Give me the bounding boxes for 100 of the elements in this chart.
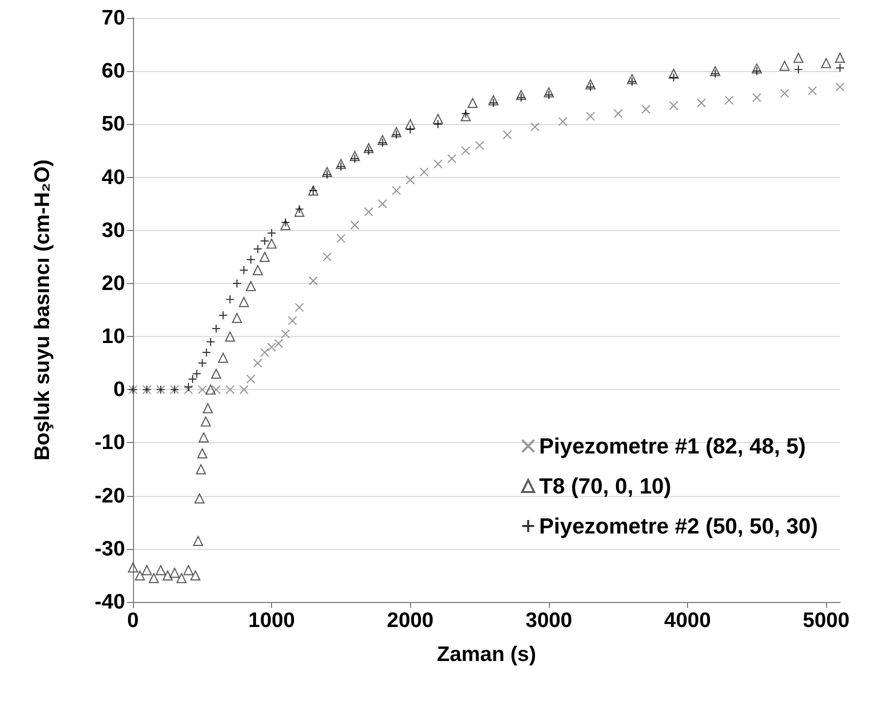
y-tick-label: 10: [102, 325, 125, 348]
point: [614, 109, 623, 118]
point: [350, 154, 360, 164]
point: [696, 98, 706, 108]
point: [192, 369, 202, 378]
point: [184, 382, 193, 392]
point: [239, 385, 248, 394]
point: [488, 95, 498, 106]
point: [391, 127, 402, 138]
point: [405, 119, 416, 130]
point: [206, 337, 216, 346]
point: [212, 324, 221, 334]
point: [288, 316, 297, 326]
point: [280, 218, 290, 227]
point: [516, 93, 526, 102]
point: [246, 255, 256, 264]
point: [198, 385, 207, 394]
legend-label: Piyezometre #1 (82, 48, 5): [539, 434, 806, 458]
point: [669, 101, 678, 110]
y-tick-label: 50: [102, 112, 125, 136]
legend-label: Piyezometre #2 (50, 50, 30): [539, 514, 818, 538]
point: [378, 199, 388, 208]
point: [780, 88, 790, 98]
point: [752, 93, 762, 102]
point: [212, 385, 221, 394]
y-tick-label: 40: [102, 166, 125, 189]
point: [142, 565, 152, 576]
point: [218, 310, 228, 320]
point: [200, 416, 211, 427]
point: [322, 252, 332, 262]
point: [267, 342, 276, 352]
point: [183, 565, 194, 576]
point: [224, 331, 236, 342]
x-tick-label: 1000: [248, 609, 295, 632]
point: [432, 114, 444, 124]
point: [780, 60, 790, 71]
y-tick-label: 20: [102, 272, 125, 295]
point: [202, 348, 212, 358]
point: [197, 448, 208, 458]
point: [198, 432, 209, 442]
point: [188, 374, 198, 384]
point: [252, 265, 263, 276]
y-tick-label: 60: [102, 60, 125, 83]
point: [206, 384, 216, 395]
point: [586, 112, 596, 121]
point: [821, 58, 832, 68]
point: [190, 570, 200, 581]
point: [364, 143, 374, 154]
point: [502, 130, 512, 140]
point: [246, 374, 256, 384]
point: [184, 385, 193, 394]
point: [128, 562, 138, 573]
point: [176, 573, 187, 584]
point: [211, 368, 222, 379]
y-tick-label: -20: [94, 484, 125, 508]
point: [294, 302, 304, 312]
point: [232, 312, 242, 324]
point: [202, 403, 213, 414]
point: [641, 104, 650, 114]
y-tick-label: 70: [102, 6, 125, 30]
point: [162, 570, 173, 581]
x-tick-label: 3000: [526, 609, 572, 632]
point: [544, 90, 554, 100]
x-tick-label: 5000: [802, 609, 850, 632]
point: [253, 358, 262, 368]
point: [392, 130, 401, 140]
point: [364, 207, 374, 216]
point: [350, 220, 360, 230]
point: [308, 276, 318, 286]
point: [253, 244, 262, 254]
y-tick-label: -10: [94, 431, 125, 454]
x-tick-label: 0: [127, 609, 139, 632]
point: [808, 86, 817, 96]
point: [280, 329, 290, 338]
point: [669, 72, 678, 82]
point: [267, 228, 276, 238]
y-axis-title: Boşluk suyu basıncı (cm-H₂O): [31, 159, 54, 461]
point: [794, 64, 803, 74]
legend-label: T8 (70, 0, 10): [539, 474, 672, 498]
point: [280, 220, 291, 230]
point: [148, 573, 159, 584]
point: [752, 66, 762, 76]
point: [322, 170, 332, 180]
point: [627, 74, 638, 84]
point: [156, 565, 166, 576]
point: [628, 77, 637, 86]
point: [232, 278, 242, 288]
point: [378, 138, 388, 148]
point: [461, 146, 470, 156]
point: [238, 296, 249, 308]
point: [558, 116, 568, 126]
point: [530, 122, 540, 132]
point: [488, 98, 498, 108]
point: [322, 166, 332, 178]
x-tick-label: 2000: [386, 609, 434, 632]
point: [193, 536, 204, 546]
point: [461, 109, 470, 118]
point: [294, 204, 304, 214]
point: [835, 82, 845, 92]
point: [196, 464, 206, 474]
